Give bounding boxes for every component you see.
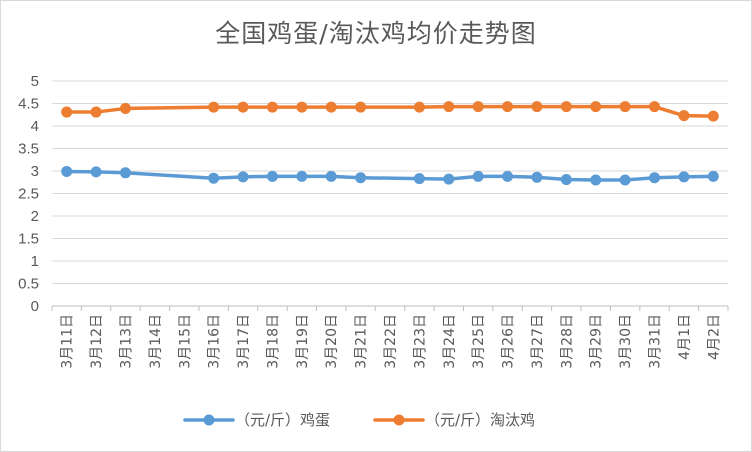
- data-point: [296, 101, 308, 113]
- data-point: [237, 171, 249, 183]
- x-tick-label: 3月23日: [412, 314, 428, 369]
- data-point: [502, 101, 514, 113]
- x-tick-label: 4月1日: [677, 314, 693, 360]
- data-point: [531, 171, 543, 183]
- data-point: [707, 110, 719, 122]
- data-point: [90, 166, 102, 178]
- y-tick-label: 1.5: [18, 231, 39, 248]
- legend-label: （元/斤）鸡蛋: [235, 411, 330, 429]
- x-tick-label: 3月13日: [118, 314, 134, 369]
- x-tick-label: 3月19日: [295, 314, 311, 369]
- data-point: [443, 173, 455, 185]
- series-layer: [61, 101, 719, 186]
- x-tick-label: 3月18日: [265, 314, 281, 369]
- data-point: [649, 101, 661, 113]
- data-point: [208, 172, 220, 184]
- y-tick-label: 1: [31, 253, 39, 270]
- data-point: [560, 101, 572, 113]
- series-line-0: [64, 169, 716, 182]
- series-line-1: [64, 104, 716, 118]
- y-tick-label: 4.5: [18, 96, 39, 113]
- data-point: [502, 170, 514, 182]
- x-tick-label: 3月16日: [207, 314, 223, 369]
- data-point: [649, 172, 661, 184]
- data-point: [119, 167, 131, 179]
- data-point: [237, 101, 249, 113]
- data-point: [472, 101, 484, 113]
- y-axis-ticks: 0 0.5 1 1.5 2 2.5 3 3.5 4 4.5 5: [18, 73, 39, 315]
- x-tick-label: 4月2日: [706, 314, 722, 360]
- x-tick-label: 3月22日: [383, 314, 399, 369]
- x-tick-label: 3月25日: [471, 314, 487, 369]
- data-point: [296, 170, 308, 182]
- x-tick-label: 3月17日: [236, 314, 252, 369]
- data-point: [590, 101, 602, 113]
- chart-title: 全国鸡蛋/淘汰鸡均价走势图: [215, 19, 537, 48]
- x-tick-label: 3月21日: [354, 314, 370, 369]
- data-point: [61, 165, 73, 177]
- y-tick-label: 3.5: [18, 141, 39, 158]
- data-point: [619, 174, 631, 186]
- data-point: [355, 172, 367, 184]
- x-tick-label: 3月20日: [324, 314, 340, 369]
- data-point: [355, 101, 367, 113]
- legend-swatch-marker: [393, 414, 405, 426]
- data-point: [678, 110, 690, 122]
- y-tick-label: 4: [31, 118, 39, 135]
- data-point: [119, 102, 131, 114]
- legend-swatch-marker: [203, 414, 215, 426]
- x-tick-label: 3月14日: [148, 314, 164, 369]
- data-point: [325, 101, 337, 113]
- data-point: [590, 174, 602, 186]
- y-tick-label: 2.5: [18, 186, 39, 203]
- data-point: [619, 101, 631, 113]
- y-tick-label: 2: [31, 208, 39, 225]
- data-point: [266, 170, 278, 182]
- x-tick-label: 3月30日: [618, 314, 634, 369]
- data-point: [472, 170, 484, 182]
- x-axis-ticks: 3月11日 3月12日 3月13日 3月14日 3月15日 3月16日 3月17日 3月18日…: [51, 306, 729, 369]
- y-tick-label: 0: [31, 298, 39, 315]
- data-point: [560, 174, 572, 186]
- data-point: [531, 101, 543, 113]
- data-point: [707, 170, 719, 182]
- data-point: [90, 106, 102, 118]
- data-point: [266, 101, 278, 113]
- x-tick-label: 3月31日: [648, 314, 664, 369]
- y-tick-label: 3: [31, 163, 39, 180]
- y-tick-label: 5: [31, 73, 39, 90]
- data-point: [61, 106, 73, 118]
- x-tick-label: 3月12日: [89, 314, 105, 369]
- legend-label: （元/斤）淘汰鸡: [425, 411, 535, 429]
- x-tick-label: 3月24日: [442, 314, 458, 369]
- data-point: [413, 101, 425, 113]
- data-point: [443, 101, 455, 113]
- data-point: [325, 170, 337, 182]
- data-point: [678, 171, 690, 183]
- x-tick-label: 3月27日: [530, 314, 546, 369]
- x-tick-label: 3月28日: [559, 314, 575, 369]
- y-tick-label: 0.5: [18, 276, 39, 293]
- x-tick-label: 3月29日: [589, 314, 605, 369]
- legend: （元/斤）鸡蛋 （元/斤）淘汰鸡: [183, 411, 535, 429]
- x-tick-label: 3月26日: [501, 314, 517, 369]
- x-tick-label: 3月15日: [177, 314, 193, 369]
- data-point: [413, 173, 425, 185]
- data-point: [208, 101, 220, 113]
- x-tick-label: 3月11日: [60, 314, 76, 369]
- gridlines: [52, 80, 728, 307]
